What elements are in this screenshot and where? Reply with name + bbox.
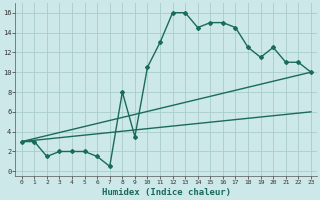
X-axis label: Humidex (Indice chaleur): Humidex (Indice chaleur) — [102, 188, 231, 197]
